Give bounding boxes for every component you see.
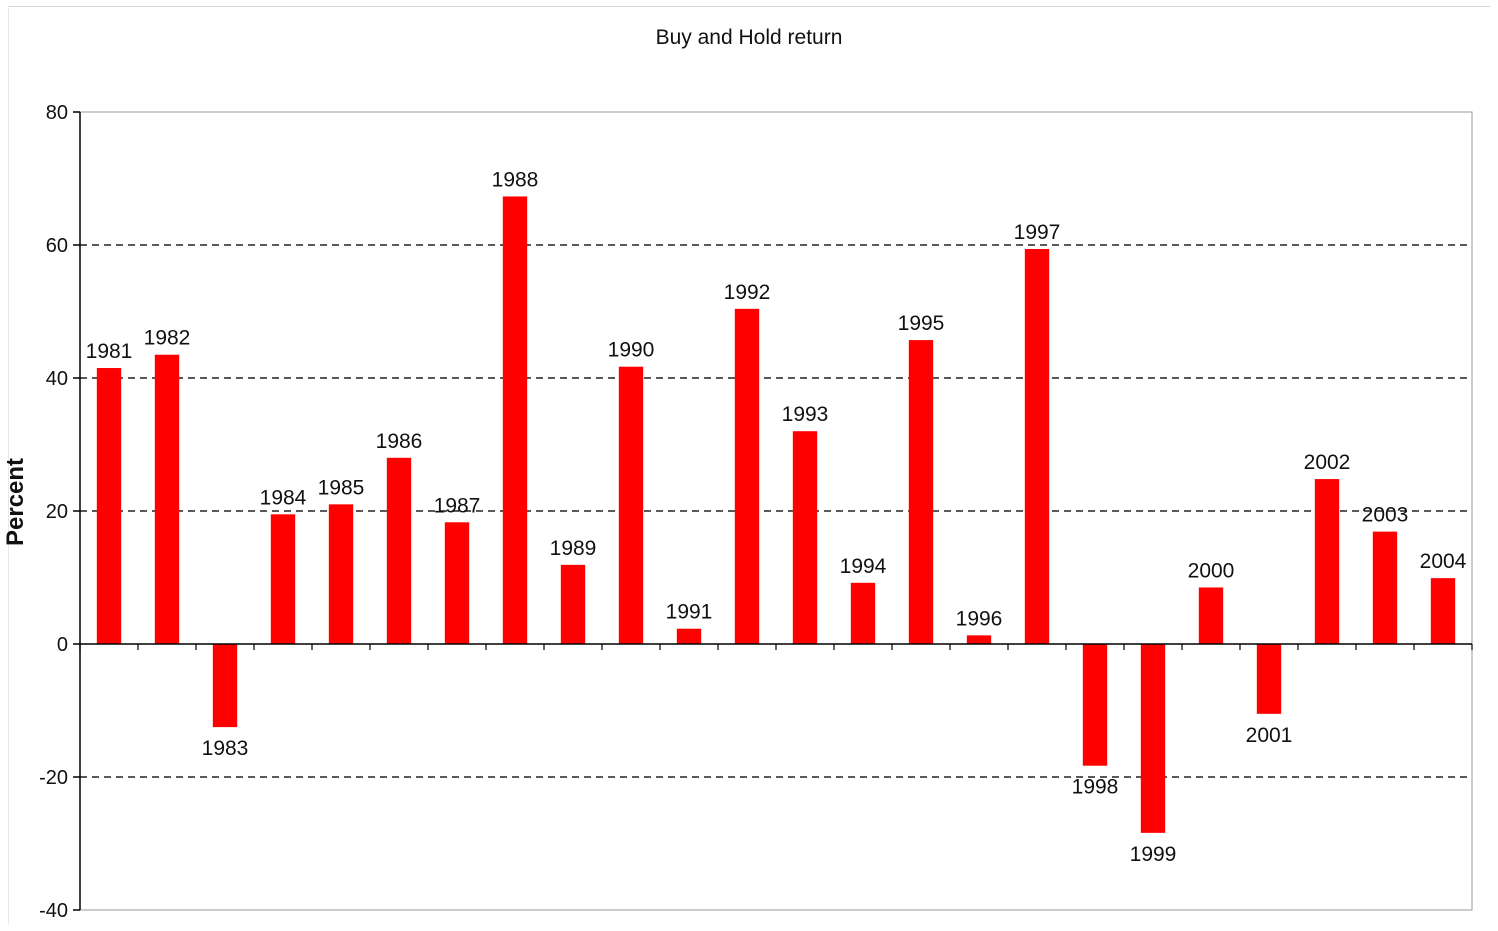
data-label-1994: 1994 xyxy=(840,555,887,578)
bar-2001 xyxy=(1256,644,1282,714)
data-label-1981: 1981 xyxy=(86,340,133,363)
bar-2002 xyxy=(1314,479,1340,644)
bar-1999 xyxy=(1140,644,1166,833)
data-label-1988: 1988 xyxy=(492,168,539,191)
chart-frame xyxy=(8,6,1490,924)
data-label-1983: 1983 xyxy=(202,737,249,760)
bar-1992 xyxy=(734,308,760,644)
bar-1988 xyxy=(502,196,528,644)
data-label-2002: 2002 xyxy=(1304,451,1351,474)
bar-1981 xyxy=(96,368,122,644)
bar-2000 xyxy=(1198,587,1224,644)
bar-1996 xyxy=(966,635,992,644)
bar-1994 xyxy=(850,582,876,644)
data-label-1995: 1995 xyxy=(898,312,945,335)
bar-1986 xyxy=(386,457,412,644)
y-tick-label: 0 xyxy=(57,634,68,656)
y-tick-label: 60 xyxy=(46,235,68,257)
data-label-1985: 1985 xyxy=(318,476,365,499)
data-label-2000: 2000 xyxy=(1188,559,1235,582)
bar-1985 xyxy=(328,504,354,644)
data-label-1991: 1991 xyxy=(666,601,713,624)
data-label-1984: 1984 xyxy=(260,486,307,509)
chart-title: Buy and Hold return xyxy=(655,26,843,49)
data-label-2001: 2001 xyxy=(1246,724,1293,747)
bar-1989 xyxy=(560,564,586,644)
data-label-1992: 1992 xyxy=(724,281,771,304)
data-label-1982: 1982 xyxy=(144,327,191,350)
bar-2003 xyxy=(1372,531,1398,644)
bar-1998 xyxy=(1082,644,1108,766)
data-label-1986: 1986 xyxy=(376,430,423,453)
data-label-1998: 1998 xyxy=(1072,776,1119,799)
data-label-1987: 1987 xyxy=(434,494,481,517)
y-tick-label: -40 xyxy=(39,900,68,922)
bar-1987 xyxy=(444,522,470,644)
y-tick-label: -20 xyxy=(39,767,68,789)
data-label-1990: 1990 xyxy=(608,339,655,362)
y-tick-label: 80 xyxy=(46,102,68,124)
data-label-2004: 2004 xyxy=(1420,550,1467,573)
bar-1982 xyxy=(154,354,180,644)
y-tick-label: 20 xyxy=(46,501,68,523)
data-label-2003: 2003 xyxy=(1362,504,1409,527)
data-label-1989: 1989 xyxy=(550,537,597,560)
bar-1997 xyxy=(1024,248,1050,645)
data-label-1999: 1999 xyxy=(1130,843,1177,866)
data-label-1996: 1996 xyxy=(956,607,1003,630)
data-label-1993: 1993 xyxy=(782,403,829,426)
bar-1984 xyxy=(270,514,296,644)
bar-1990 xyxy=(618,366,644,644)
bar-1991 xyxy=(676,628,702,644)
bar-2004 xyxy=(1430,578,1456,644)
bar-1995 xyxy=(908,340,934,644)
data-label-1997: 1997 xyxy=(1014,221,1061,244)
bar-1993 xyxy=(792,431,818,644)
bar-1983 xyxy=(212,644,238,728)
y-tick-label: 40 xyxy=(46,368,68,390)
